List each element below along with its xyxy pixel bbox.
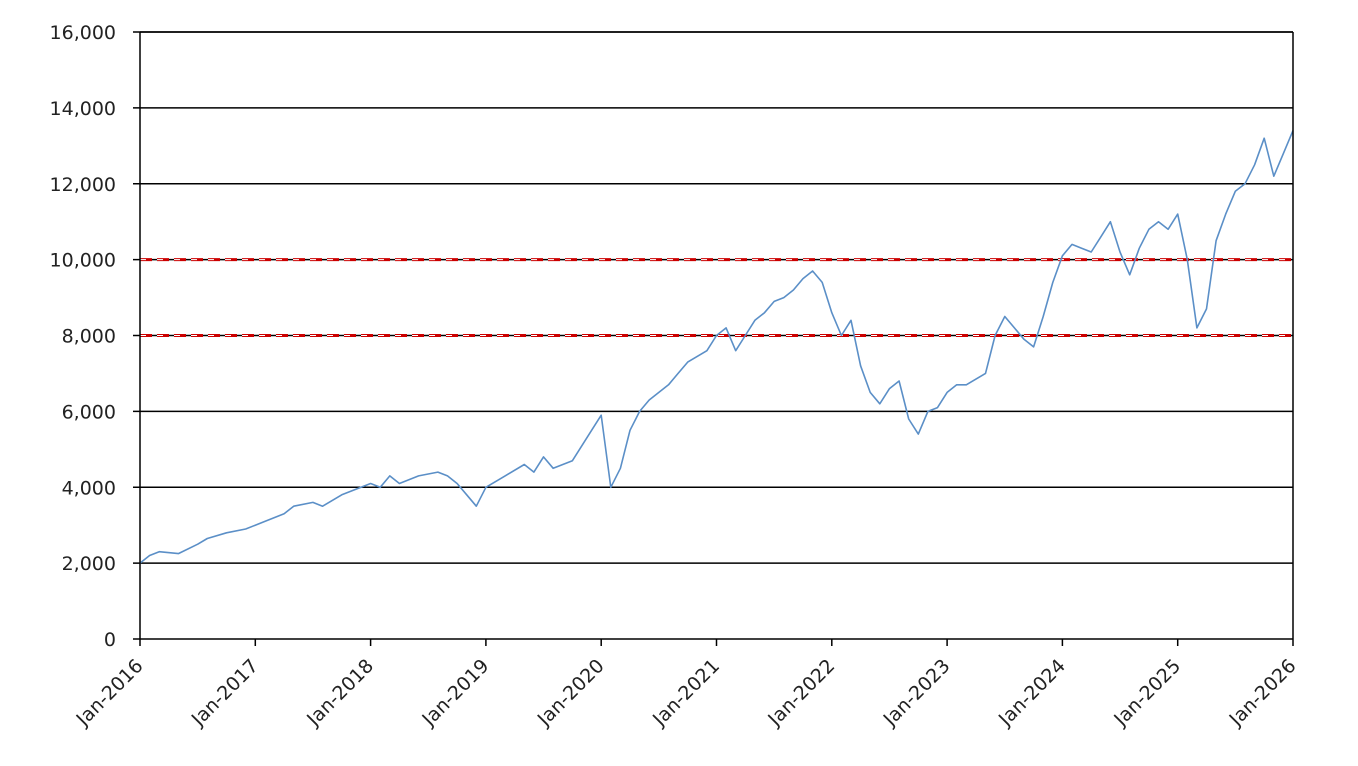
y-tick-label: 12,000 (50, 174, 116, 196)
y-tick-label: 16,000 (50, 22, 116, 44)
x-tick-label: Jan-2016 (72, 655, 148, 731)
y-tick-label: 10,000 (50, 250, 116, 272)
x-tick-label: Jan-2021 (648, 655, 724, 731)
y-tick-label: 4,000 (62, 477, 116, 499)
x-tick-label: Jan-2025 (1109, 655, 1185, 731)
x-tick-label: Jan-2024 (994, 655, 1070, 731)
y-tick-label: 8,000 (62, 326, 116, 348)
x-tick-label: Jan-2017 (187, 655, 263, 731)
x-tick-label: Jan-2026 (1225, 655, 1301, 731)
x-tick-label: Jan-2020 (533, 655, 609, 731)
x-tick-label: Jan-2023 (879, 655, 955, 731)
x-tick-label: Jan-2019 (417, 655, 493, 731)
x-tick-label: Jan-2018 (302, 655, 378, 731)
series-layer (139, 130, 1294, 564)
y-tick-label: 0 (104, 629, 116, 651)
x-tick-label: Jan-2022 (763, 655, 839, 731)
y-tick-labels: 0 2,000 4,000 6,000 8,000 10,000 12,000 14,000 1… (50, 22, 140, 651)
x-tick-labels: Jan-2016 Jan-2017 Jan-2018 Jan-2019 Jan-2020… (72, 639, 1301, 731)
y-tick-label: 14,000 (50, 98, 116, 120)
reference-lines (140, 258, 1293, 337)
series-line-0 (139, 130, 1294, 564)
y-tick-label: 6,000 (62, 401, 116, 423)
y-tick-label: 2,000 (62, 553, 116, 575)
gridlines (140, 31, 1293, 564)
